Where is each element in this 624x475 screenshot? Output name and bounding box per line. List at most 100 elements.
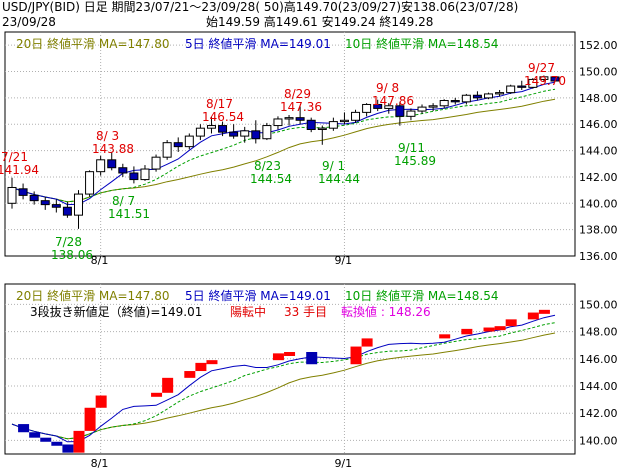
candle-body bbox=[517, 85, 527, 88]
candle-body bbox=[51, 204, 61, 208]
top-frame bbox=[4, 31, 576, 257]
candle-body bbox=[306, 119, 316, 131]
ma5-line bbox=[11, 81, 556, 206]
break-chart-title: 3段抜き新値足（終値)=149.01 bbox=[30, 304, 202, 319]
annotation-price: 147.86 bbox=[372, 94, 414, 108]
top-y-tick-label: 138.00 bbox=[579, 224, 618, 237]
top-legend-ma20: 20日 終値平滑 MA=147.80 bbox=[16, 36, 170, 51]
break-block bbox=[195, 362, 207, 372]
candle-body bbox=[328, 121, 338, 129]
annotation-date: 9/ 1 bbox=[322, 159, 345, 173]
candle-body bbox=[40, 200, 50, 206]
annotation-date: 9/11 bbox=[398, 141, 425, 155]
top-y-tick-label: 146.00 bbox=[579, 118, 618, 131]
annotation-price: 138.06 bbox=[51, 248, 93, 262]
bottom-ma10-line bbox=[11, 322, 556, 440]
candle-body bbox=[240, 130, 250, 137]
candle-body bbox=[395, 105, 405, 117]
bottom-ma20-line bbox=[11, 332, 556, 440]
candle-body bbox=[284, 117, 294, 120]
break-block bbox=[527, 312, 539, 320]
annotation-price: 143.88 bbox=[92, 142, 134, 156]
top-y-tick-label: 152.00 bbox=[579, 39, 618, 52]
candle-body bbox=[151, 156, 161, 170]
candle-body bbox=[173, 142, 183, 148]
candle-body bbox=[206, 125, 216, 129]
annotation-date: 9/ 8 bbox=[376, 81, 399, 95]
top-x-tick-label: 9/1 bbox=[334, 254, 352, 267]
annotation-date: 8/17 bbox=[206, 97, 233, 111]
candle-body bbox=[62, 206, 72, 216]
bottom-y-tick-label: 140.00 bbox=[579, 434, 618, 447]
candle-body bbox=[339, 119, 349, 123]
annotation-price: 149.70 bbox=[524, 74, 566, 88]
candle-body bbox=[539, 76, 549, 80]
candle-body bbox=[218, 125, 228, 133]
candle-body bbox=[351, 111, 361, 121]
break-block bbox=[483, 327, 495, 332]
break-block bbox=[73, 430, 85, 453]
break-block bbox=[439, 334, 451, 339]
bottom-x-tick-label: 9/1 bbox=[334, 457, 352, 470]
candle-body bbox=[384, 105, 394, 109]
break-trend-status: 陽転中 bbox=[230, 304, 266, 319]
candle-body bbox=[450, 100, 460, 103]
annotation-price: 141.51 bbox=[108, 207, 150, 221]
bottom-legend-ma5: 5日 終値平滑 MA=149.01 bbox=[185, 288, 331, 303]
annotation-date: 8/ 3 bbox=[96, 129, 119, 143]
break-block bbox=[361, 338, 373, 347]
candle-body bbox=[428, 105, 438, 108]
break-block bbox=[184, 371, 196, 378]
candle-body bbox=[528, 78, 538, 88]
candle-body bbox=[472, 94, 482, 99]
top-legend-ma5: 5日 終値平滑 MA=149.01 bbox=[185, 36, 331, 51]
candle-body bbox=[506, 85, 516, 94]
candle-body bbox=[7, 186, 17, 204]
candle-body bbox=[406, 110, 416, 117]
candle-body bbox=[73, 193, 83, 216]
candle-body bbox=[229, 131, 239, 137]
candle-body bbox=[417, 106, 427, 112]
break-block bbox=[272, 353, 284, 361]
candle-body bbox=[495, 92, 505, 95]
bottom-frame bbox=[4, 283, 576, 455]
annotation-price: 146.54 bbox=[202, 110, 244, 124]
bottom-legend-ma20: 20日 終値平滑 MA=147.80 bbox=[16, 288, 170, 303]
candle-body bbox=[96, 159, 106, 173]
break-reversal-value: 転換値 : 148.26 bbox=[341, 304, 431, 319]
candle-body bbox=[184, 135, 194, 148]
annotation-price: 144.54 bbox=[250, 172, 292, 186]
bottom-y-tick-label: 144.00 bbox=[579, 380, 618, 393]
annotation-date: 9/27 bbox=[528, 61, 555, 75]
candle-body bbox=[140, 168, 150, 181]
candle-body bbox=[362, 103, 372, 113]
annotation-date: 8/29 bbox=[284, 87, 311, 101]
candle-body bbox=[85, 171, 95, 195]
break-block bbox=[350, 346, 362, 365]
candle-body bbox=[29, 194, 39, 202]
chart-header: USD/JPY(BID) 日足 期間23/07/21～23/09/28( 50)… bbox=[0, 0, 624, 30]
candle-body bbox=[195, 127, 205, 137]
top-panel: 136.00 138.00 140.00 142.00 144.00 146.00 148.… bbox=[0, 31, 618, 267]
break-block bbox=[29, 432, 41, 438]
candle-body bbox=[251, 130, 261, 140]
break-block bbox=[18, 424, 30, 433]
bottom-y-tick-label: 142.00 bbox=[579, 407, 618, 420]
break-block bbox=[84, 407, 96, 431]
break-block bbox=[206, 360, 218, 365]
candle-body bbox=[162, 142, 172, 158]
top-y-tick-label: 136.00 bbox=[579, 250, 618, 263]
break-block bbox=[151, 392, 163, 397]
top-y-tick-label: 150.00 bbox=[579, 66, 618, 79]
header-period-line: USD/JPY(BID) 日足 期間23/07/21～23/09/28( 50)… bbox=[2, 0, 519, 14]
candle-body bbox=[107, 159, 117, 169]
header-date: 23/09/28 bbox=[2, 15, 56, 29]
break-block bbox=[461, 328, 473, 335]
candle-body bbox=[118, 167, 128, 174]
top-y-tick-label: 144.00 bbox=[579, 145, 618, 158]
annotation-price: 141.94 bbox=[0, 163, 39, 177]
candle-body bbox=[129, 172, 139, 181]
bottom-y-tick-label: 150.00 bbox=[579, 298, 618, 311]
bottom-y-tick-label: 146.00 bbox=[579, 353, 618, 366]
